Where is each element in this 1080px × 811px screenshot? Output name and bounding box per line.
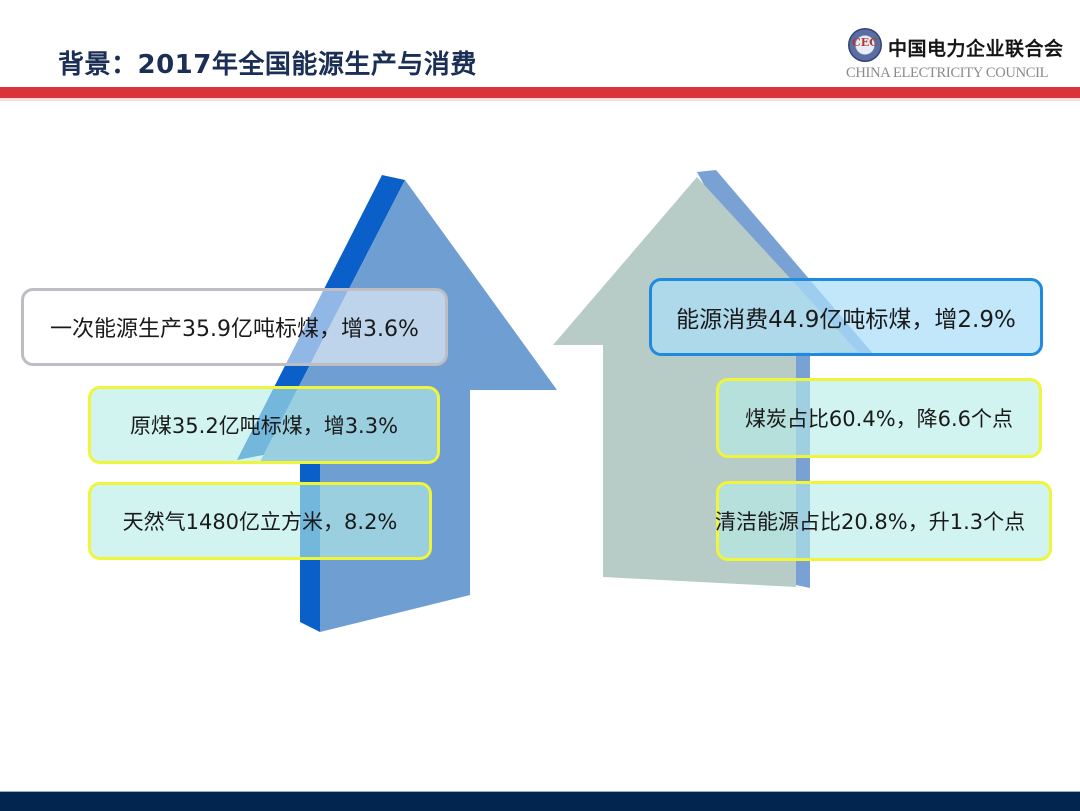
logo-name-cn: 中国电力企业联合会 [888,38,1064,60]
consumption-item-coal-share: 煤炭占比60.4%，降6.6个点 [744,407,1014,431]
production-headline: 一次能源生产35.9亿吨标煤，增3.6% [50,317,419,342]
header-divider-shadow [0,98,1080,101]
cec-logo: CEC 中国电力企业联合会 CHINA ELECTRICITY COUNCIL [846,28,1076,86]
cec-emblem-icon: CEC [848,28,882,62]
consumption-item-box: 煤炭占比60.4%，降6.6个点 [716,378,1042,458]
header-divider [0,87,1080,98]
production-item-gas: 天然气1480亿立方米，8.2% [122,510,398,534]
production-item-box: 天然气1480亿立方米，8.2% [88,482,432,560]
consumption-item-box: 清洁能源占比20.8%，升1.3个点 [715,481,1052,561]
consumption-headline-box: 能源消费44.9亿吨标煤，增2.9% [649,278,1043,356]
production-item-coal: 原煤35.2亿吨标煤，增3.3% [129,414,399,438]
production-item-box: 原煤35.2亿吨标煤，增3.3% [88,386,440,464]
logo-name-en: CHINA ELECTRICITY COUNCIL [846,65,1049,81]
page-title: 背景：2017年全国能源生产与消费 [58,50,477,80]
footer-bar [0,791,1080,811]
consumption-headline: 能源消费44.9亿吨标煤，增2.9% [676,307,1016,333]
emblem-text: CEC [852,36,878,49]
production-headline-box: 一次能源生产35.9亿吨标煤，增3.6% [21,288,448,366]
consumption-item-clean-share: 清洁能源占比20.8%，升1.3个点 [715,510,1026,534]
